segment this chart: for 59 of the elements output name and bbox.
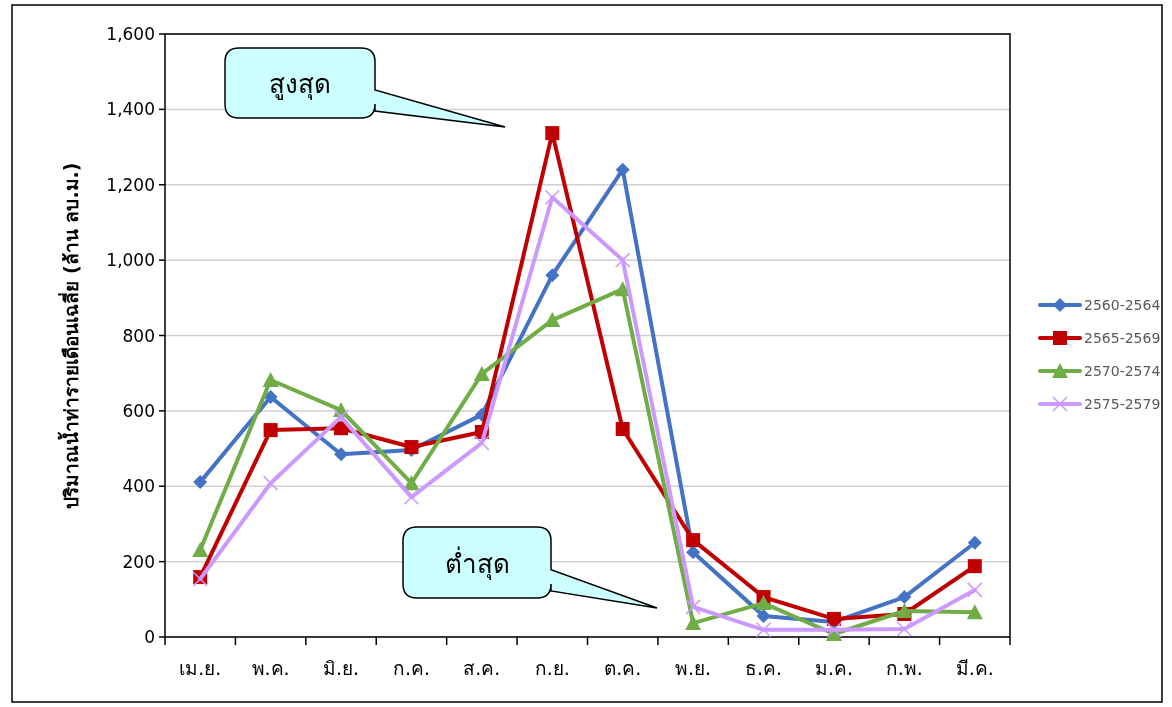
legend-label: 2570-2574 [1084, 363, 1161, 379]
point [896, 621, 913, 637]
point [544, 312, 561, 328]
y-tick-label: 800 [122, 325, 155, 346]
x-tick-label: มี.ค. [955, 657, 994, 679]
x-tick-label: ต.ค. [604, 657, 642, 679]
x-tick-label: ก.พ. [885, 657, 923, 679]
point [403, 475, 420, 491]
point [967, 559, 982, 574]
point [192, 541, 209, 557]
x-tick-label: พ.ย. [675, 657, 712, 679]
point [334, 447, 349, 462]
point [545, 268, 560, 283]
point [756, 608, 771, 623]
y-tick-label: 400 [122, 476, 155, 497]
point [897, 590, 912, 605]
legend-label: 2575-2579 [1084, 396, 1161, 412]
legend-label: 2565-2569 [1084, 330, 1161, 346]
point [263, 423, 278, 438]
point [545, 126, 560, 141]
point [967, 582, 983, 598]
point [614, 252, 631, 268]
x-tick-label: ก.ค. [392, 657, 431, 679]
x-tick-label: ส.ค. [463, 657, 501, 679]
y-tick-label: 0 [144, 627, 155, 647]
y-tick-label: 1,400 [106, 99, 155, 120]
point [966, 604, 983, 620]
point [896, 603, 913, 618]
x-tick-label: ก.ย. [534, 657, 570, 679]
x-tick-label: ม.ค. [814, 657, 854, 679]
x-tick-label: มิ.ย. [322, 657, 360, 679]
annotation: สูงสุด [269, 69, 331, 100]
point [262, 475, 279, 491]
y-tick-label: 600 [122, 400, 155, 421]
point [685, 599, 701, 615]
point [473, 365, 490, 381]
x-tick-label: ธ.ค. [744, 657, 783, 679]
point [474, 435, 490, 451]
x-tick-label: พ.ค. [251, 657, 290, 679]
point [755, 595, 772, 611]
y-tick-label: 1,600 [106, 24, 155, 44]
y-tick-label: 1,200 [106, 174, 155, 195]
x-tick-label: เม.ย. [179, 657, 222, 679]
point [686, 533, 701, 548]
point [685, 615, 702, 631]
annotation: ต่ำสุด [444, 545, 510, 580]
point [193, 475, 208, 490]
point [967, 535, 982, 550]
legend-label: 2560-2564 [1084, 297, 1161, 313]
y-axis-title: ปริมาณน้ำท่ารายเดือนเฉลี่ย (ล้าน ลบ.ม.) [57, 162, 82, 509]
point [615, 162, 630, 177]
y-tick-label: 1,000 [106, 250, 155, 271]
point [544, 189, 561, 205]
point [686, 545, 701, 560]
point [615, 421, 630, 436]
y-tick-label: 200 [122, 551, 155, 572]
point [263, 389, 278, 404]
point [755, 622, 772, 638]
point [262, 371, 279, 387]
